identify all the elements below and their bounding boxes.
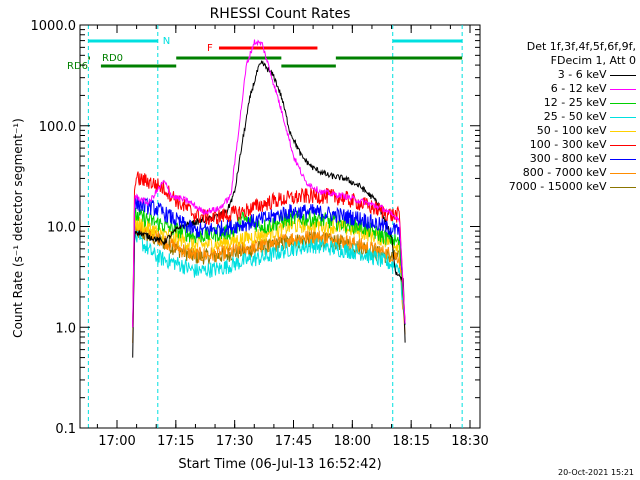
x-tick-label: 17:45 — [275, 434, 312, 449]
y-tick-label: 100.0 — [39, 120, 76, 135]
legend-entry: 25 - 50 keV — [544, 110, 636, 123]
y-tick-label: 1.0 — [55, 321, 76, 336]
legend-swatch — [610, 130, 636, 132]
legend-swatch — [610, 172, 636, 174]
series-line-2 — [132, 207, 406, 328]
x-tick-label: 18:30 — [451, 434, 488, 449]
flare-label: F — [207, 43, 213, 54]
legend-label: 6 - 12 keV — [550, 82, 610, 95]
legend-swatch — [610, 144, 636, 146]
legend-label: 100 - 300 keV — [529, 138, 610, 151]
legend-label: 50 - 100 keV — [536, 124, 610, 137]
legend-swatch — [610, 186, 636, 188]
legend-header-1: Det 1f,3f,4f,5f,6f,9f, — [526, 40, 636, 53]
night-label: N — [163, 36, 170, 47]
legend-label: 7000 - 15000 keV — [508, 180, 610, 193]
legend-entry: 800 - 7000 keV — [523, 166, 636, 179]
legend-swatch — [610, 158, 636, 160]
legend-header-2: FDecim 1, Att 0 — [550, 54, 636, 67]
series-line-0 — [132, 60, 406, 358]
legend-entry: 3 - 6 keV — [558, 68, 636, 81]
legend-swatch — [610, 102, 636, 104]
footer-timestamp: 20-Oct-2021 15:21 — [558, 468, 634, 477]
legend-swatch — [610, 74, 636, 76]
legend-label: 3 - 6 keV — [557, 68, 610, 81]
y-tick-label: 1000.0 — [31, 19, 77, 34]
legend-label: 300 - 800 keV — [529, 152, 610, 165]
y-axis-label: Count Rate (s⁻¹ detector segment⁻¹) — [11, 118, 25, 338]
x-tick-label: 18:00 — [334, 434, 371, 449]
x-tick-label: 17:15 — [157, 434, 194, 449]
series-line-7 — [132, 221, 406, 343]
series-line-5 — [132, 171, 406, 328]
legend-entry: 7000 - 15000 keV — [509, 180, 636, 193]
y-tick-label: 10.0 — [47, 221, 76, 236]
legend-entry: 300 - 800 keV — [530, 152, 636, 165]
legend-swatch — [610, 88, 636, 90]
rd0-label: RD0 — [102, 53, 123, 64]
series-line-1 — [132, 39, 406, 328]
legend-swatch — [610, 116, 636, 118]
series-line-6 — [132, 196, 406, 328]
x-axis-label: Start Time (06-Jul-13 16:52:42) — [178, 457, 381, 472]
series-line-3 — [132, 230, 406, 328]
x-tick-label: 18:15 — [392, 434, 429, 449]
legend-label: 12 - 25 keV — [543, 96, 610, 109]
legend-entry: 50 - 100 keV — [537, 124, 636, 137]
legend-entry: 6 - 12 keV — [551, 82, 636, 95]
y-tick-label: 0.1 — [55, 422, 76, 437]
legend-label: 800 - 7000 keV — [522, 166, 610, 179]
legend-entry: 100 - 300 keV — [530, 138, 636, 151]
legend-entry: 12 - 25 keV — [544, 96, 636, 109]
rd6-label: RD6 — [67, 61, 88, 72]
legend-label: 25 - 50 keV — [543, 110, 610, 123]
x-tick-label: 17:00 — [98, 434, 135, 449]
x-tick-label: 17:30 — [216, 434, 253, 449]
chart-title: RHESSI Count Rates — [210, 6, 351, 22]
